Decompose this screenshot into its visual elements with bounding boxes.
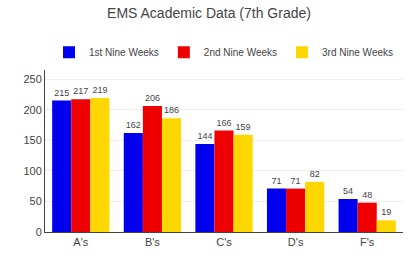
svg-text:144: 144 bbox=[197, 131, 212, 141]
svg-text:71: 71 bbox=[271, 176, 281, 186]
svg-text:206: 206 bbox=[145, 93, 160, 103]
svg-text:71: 71 bbox=[291, 176, 301, 186]
svg-text:C's: C's bbox=[216, 236, 232, 248]
svg-text:217: 217 bbox=[73, 86, 88, 96]
svg-text:162: 162 bbox=[126, 120, 141, 130]
svg-text:215: 215 bbox=[54, 88, 69, 98]
svg-text:200: 200 bbox=[23, 104, 41, 116]
svg-text:0: 0 bbox=[36, 226, 42, 238]
svg-text:F's: F's bbox=[360, 236, 375, 248]
svg-text:EMS Academic Data (7th Grade): EMS Academic Data (7th Grade) bbox=[107, 5, 311, 21]
svg-text:150: 150 bbox=[23, 134, 41, 146]
svg-text:54: 54 bbox=[343, 186, 353, 196]
svg-text:250: 250 bbox=[23, 73, 41, 85]
svg-text:82: 82 bbox=[310, 169, 320, 179]
svg-text:19: 19 bbox=[381, 207, 391, 217]
svg-text:166: 166 bbox=[216, 118, 231, 128]
svg-text:50: 50 bbox=[30, 195, 42, 207]
svg-text:100: 100 bbox=[23, 165, 41, 177]
svg-text:3rd Nine Weeks: 3rd Nine Weeks bbox=[322, 47, 393, 58]
svg-text:A's: A's bbox=[73, 236, 88, 248]
svg-text:159: 159 bbox=[236, 122, 251, 132]
svg-text:1st Nine Weeks: 1st Nine Weeks bbox=[89, 47, 159, 58]
svg-text:48: 48 bbox=[362, 190, 372, 200]
svg-text:186: 186 bbox=[164, 105, 179, 115]
svg-text:D's: D's bbox=[288, 236, 304, 248]
svg-text:B's: B's bbox=[145, 236, 160, 248]
svg-text:2nd Nine Weeks: 2nd Nine Weeks bbox=[204, 47, 277, 58]
svg-text:219: 219 bbox=[92, 85, 107, 95]
